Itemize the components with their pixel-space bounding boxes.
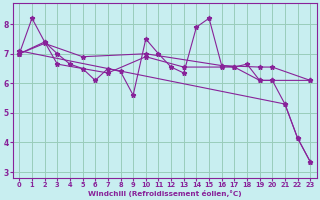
X-axis label: Windchill (Refroidissement éolien,°C): Windchill (Refroidissement éolien,°C) (88, 190, 242, 197)
